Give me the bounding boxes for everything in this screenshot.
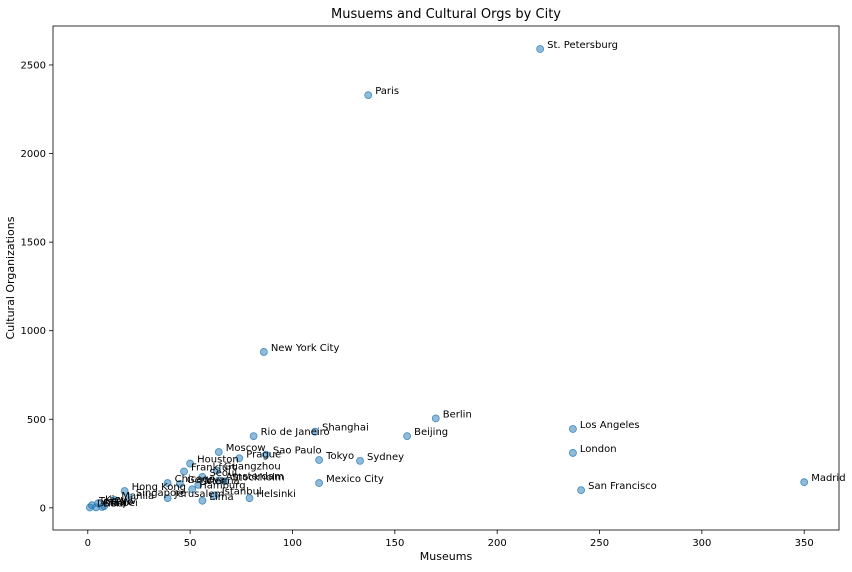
data-point: [569, 449, 577, 457]
data-point: [110, 495, 119, 504]
y-tick-label: 500: [27, 415, 46, 426]
data-point: [163, 494, 172, 503]
data-point-label: Mexico City: [326, 474, 384, 485]
x-tick-label: 350: [795, 538, 814, 549]
x-tick-label: 150: [385, 538, 404, 549]
data-point-label: Lima: [209, 492, 233, 503]
data-point-label: Frankfurt: [191, 463, 236, 474]
data-point-label: Hong Kong: [132, 482, 186, 493]
y-tick-label: 1500: [21, 238, 46, 249]
data-point-label: Vienna: [205, 476, 239, 487]
data-point-label: Beijing: [414, 427, 448, 438]
x-tick-label: 300: [692, 538, 711, 549]
data-point: [214, 448, 223, 456]
data-point-label: Geneva: [187, 475, 225, 486]
y-tick-label: 1000: [21, 326, 46, 337]
data-point-label: Berlin: [443, 409, 472, 420]
data-point: [577, 486, 585, 495]
data-point: [176, 480, 184, 488]
data-point: [163, 479, 172, 487]
data-point: [186, 459, 195, 468]
data-point: [188, 485, 197, 494]
data-point: [315, 456, 323, 464]
data-point-label: Chicago: [175, 474, 215, 485]
data-point: [221, 477, 229, 486]
data-point: [198, 496, 207, 505]
data-point-label: Hamburg: [199, 480, 245, 491]
data-point-label: Los Angeles: [580, 420, 640, 431]
data-point-label: Prague: [246, 449, 281, 460]
data-point: [311, 427, 319, 436]
data-point-label: Sao Paulo: [273, 446, 322, 457]
y-tick-label: 2000: [21, 149, 46, 160]
data-point: [249, 432, 258, 441]
data-point: [85, 503, 94, 512]
data-point-label: Stockholm: [232, 472, 285, 483]
y-axis-label: Cultural Organizations: [4, 216, 17, 339]
data-point: [403, 432, 412, 441]
data-point: [198, 472, 207, 481]
data-point-label: Rio de Janeiro: [261, 427, 330, 438]
data-point-label: Kiev: [105, 494, 126, 505]
data-point-label: Guangzhou: [224, 462, 281, 473]
data-point-label: London: [580, 444, 617, 455]
data-point-label: Moscow: [226, 443, 266, 454]
data-point: [212, 466, 221, 475]
data-point-label: Helsinki: [257, 489, 296, 500]
data-point-label: Houston: [197, 455, 239, 466]
data-point: [356, 457, 364, 465]
data-point: [259, 348, 268, 356]
x-axis-label: Museums: [420, 550, 473, 563]
data-point-label: Singapore: [136, 488, 186, 499]
data-point: [194, 480, 203, 489]
data-point-label: Sydney: [367, 452, 404, 463]
data-point-label: New York City: [271, 343, 340, 354]
data-point: [180, 467, 188, 476]
y-tick-label: 2500: [21, 60, 46, 71]
y-tick-label: 0: [40, 503, 46, 514]
data-point: [315, 479, 323, 487]
chart-title: Musuems and Cultural Orgs by City: [331, 7, 561, 22]
data-point: [261, 450, 270, 459]
data-labels: St. Petersburg Paris New York City Berlin Lo…: [97, 40, 846, 509]
x-tick-label: 50: [184, 538, 197, 549]
data-point: [800, 478, 809, 487]
x-axis-ticks: 0 50 100 150 200 250 300 350: [85, 530, 814, 549]
plot-frame: [52, 25, 840, 531]
x-tick-label: 250: [590, 538, 609, 549]
data-point-label: Seoul: [209, 468, 237, 479]
data-point: [569, 425, 577, 433]
data-point: [536, 45, 545, 53]
x-tick-label: 0: [85, 538, 91, 549]
data-point-label: Taipei: [108, 498, 138, 509]
data-point-label: Tokyo: [325, 451, 354, 462]
data-point-label: Paris: [375, 86, 399, 97]
data-point: [364, 91, 373, 99]
data-point-label: Shanghai: [322, 423, 369, 434]
data-point-label: St. Petersburg: [547, 40, 618, 51]
data-point-label: Madrid: [811, 473, 845, 484]
data-point-label: Bern: [103, 498, 126, 509]
x-tick-label: 100: [283, 538, 302, 549]
data-point-label: Jerusalem: [174, 489, 225, 500]
data-point: [124, 493, 133, 502]
data-point-label: Oslo: [111, 497, 133, 508]
data-point-label: Tel Aviv: [98, 496, 136, 507]
data-point-label: Dubai: [97, 499, 126, 510]
data-point: [100, 502, 109, 510]
x-tick-label: 200: [488, 538, 507, 549]
data-point: [245, 494, 254, 503]
data-points: [85, 45, 809, 512]
data-point: [120, 487, 129, 495]
data-point-label: San Francisco: [588, 481, 657, 492]
data-point-label: Manila: [121, 491, 154, 502]
data-point: [431, 414, 440, 423]
data-point: [210, 491, 219, 500]
data-point-label: Amsterdam: [226, 471, 284, 482]
data-point-label: Istanbul: [222, 486, 262, 497]
y-axis-ticks: 0 500 1000 1500 2000 2500: [21, 60, 53, 514]
data-point: [235, 454, 244, 463]
